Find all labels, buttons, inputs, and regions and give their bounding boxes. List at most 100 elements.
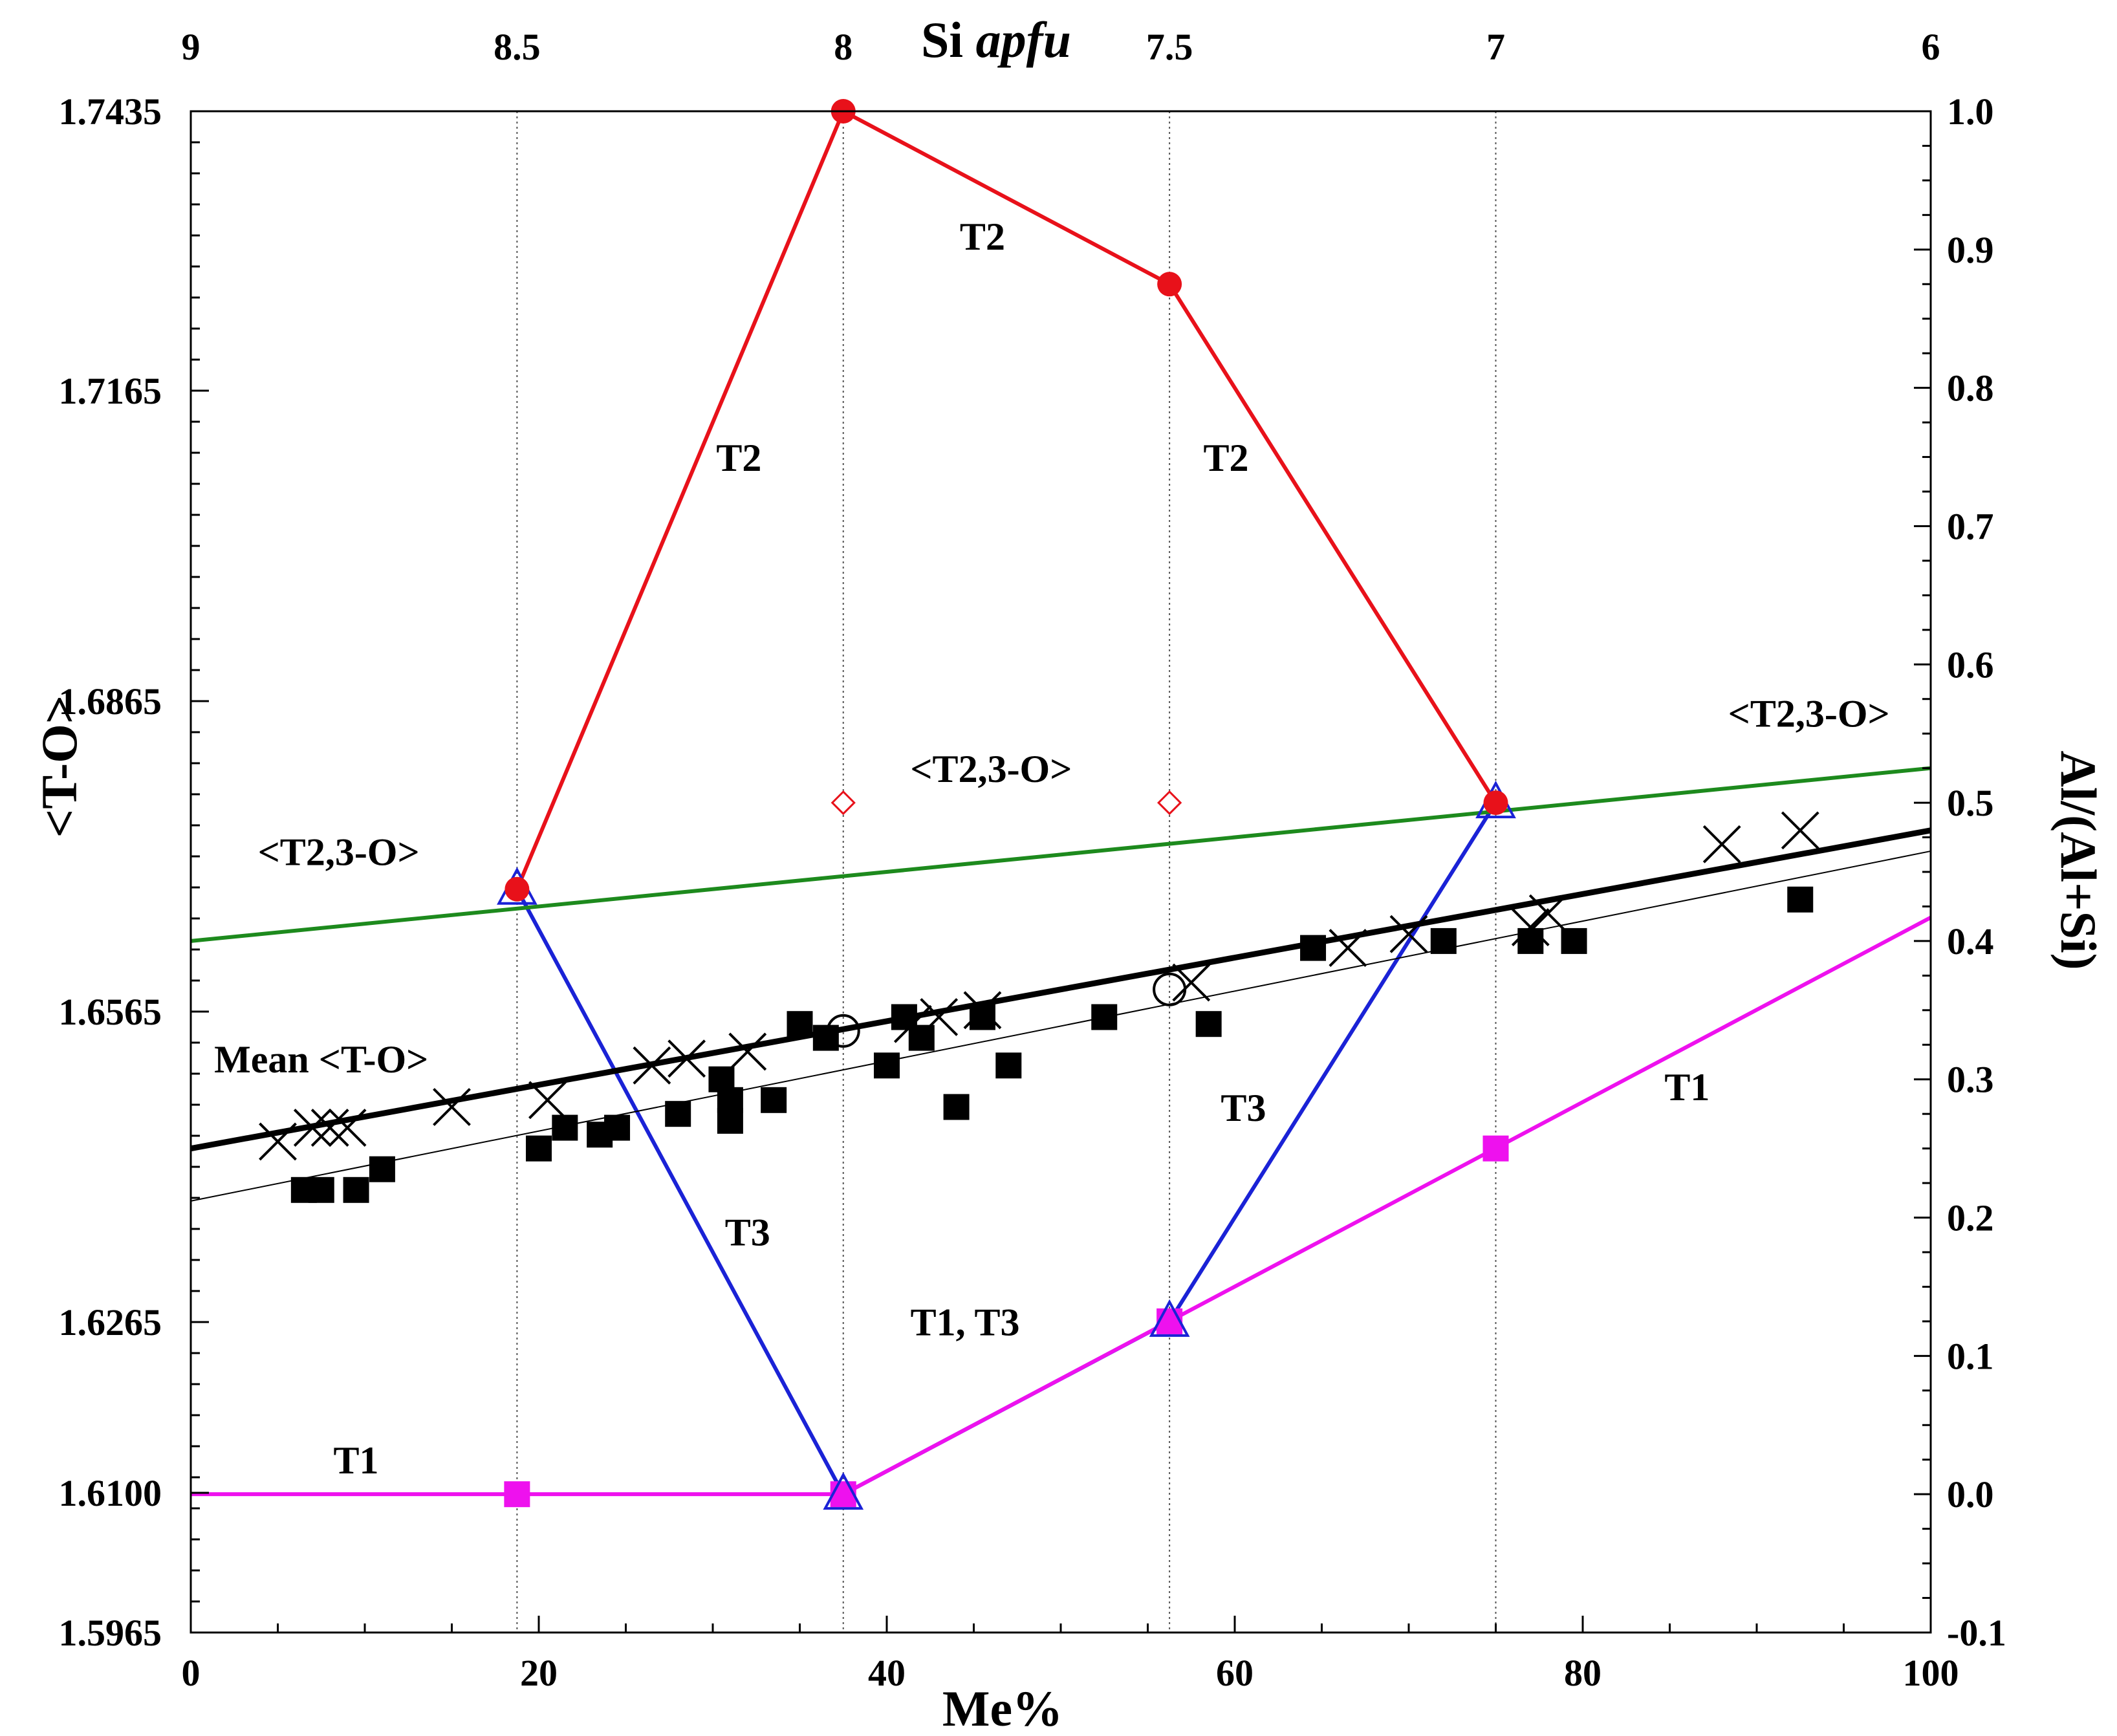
y-left-tick-label: 1.6865: [59, 680, 162, 722]
x-top-tick-label: 9: [182, 26, 201, 68]
data-point-cross: [1702, 825, 1741, 863]
annotation-label: T3: [725, 1211, 770, 1253]
data-point-square: [1300, 935, 1327, 961]
data-point-square: [969, 1004, 995, 1030]
data-point-square: [943, 1094, 970, 1120]
series-line-t3: [515, 801, 1498, 1497]
y-left-tick-label: 1.6100: [59, 1472, 162, 1514]
data-point-diamond: [831, 790, 856, 816]
data-point-square: [717, 1107, 743, 1134]
data-point-square: [908, 1025, 935, 1051]
data-point-cross: [893, 1004, 932, 1043]
annotation-label: T3: [1221, 1087, 1266, 1129]
x-tick-label: 100: [1903, 1652, 1959, 1694]
data-point-square: [1787, 886, 1814, 913]
data-point-square: [874, 1052, 900, 1079]
grid-layer: [516, 111, 1497, 1633]
top-axis-title: Si apfu: [921, 12, 1071, 68]
annotation-label: <T2,3-O>: [1728, 692, 1890, 735]
data-point-cross: [1389, 915, 1428, 953]
data-point-cross: [1172, 963, 1211, 1002]
data-point-square: [812, 1025, 839, 1051]
x-top-tick-label: 8: [834, 26, 852, 68]
y-left-tick-label: 1.6565: [59, 991, 162, 1033]
x-tick-label: 40: [868, 1652, 906, 1694]
annotation-label: <T2,3-O>: [910, 748, 1072, 790]
series-line-t1: [191, 915, 1932, 1497]
data-point-square: [995, 1052, 1022, 1079]
series-line-t2: [515, 109, 1498, 890]
annotation-label: T2: [716, 437, 761, 479]
data-point-cross: [668, 1039, 706, 1078]
annotation-label: T2: [1204, 437, 1249, 479]
top-axis-title-prefix: Si: [921, 12, 976, 68]
data-point-square: [1482, 1135, 1509, 1162]
annotation-label: T1: [334, 1439, 379, 1482]
annotation-label: T1: [1664, 1066, 1710, 1109]
series-line-thin-regression: [190, 850, 1931, 1202]
annotation-label: Mean <T-O>: [214, 1038, 428, 1081]
x-top-tick-label: 7.5: [1146, 26, 1193, 68]
data-point-square: [552, 1114, 578, 1141]
x-top-tick-label: 7: [1486, 26, 1505, 68]
data-point-square: [1195, 1011, 1222, 1037]
x-axis-title: Me%: [942, 1680, 1063, 1736]
y-right-axis-title: Al/(Al+Si): [2050, 750, 2107, 970]
plot-frame: [190, 110, 1932, 1634]
frame-layer: 0 20 40 60 80 100 9 8.5 8 7.5 7 6 1.7435 1.7165 1.6865…: [59, 26, 2006, 1694]
data-point-cross: [259, 1122, 297, 1161]
data-point-square: [1561, 928, 1587, 954]
annotation-label: <T2,3-O>: [258, 830, 420, 873]
x-top-tick-label: 6: [1922, 26, 1940, 68]
y-left-tick-label: 1.5965: [59, 1612, 162, 1654]
data-point-cross: [728, 1032, 767, 1071]
data-point-cross: [528, 1081, 567, 1120]
marker-layer: [259, 99, 1819, 1510]
y-right-tick-label: 0.5: [1947, 782, 1994, 824]
y-right-tick-label: 0.8: [1947, 367, 1994, 409]
data-point-square: [526, 1135, 552, 1162]
data-point-square: [761, 1087, 787, 1113]
data-point-square: [1091, 1004, 1118, 1030]
data-point-diamond: [1157, 790, 1182, 816]
data-point-open-circle: [1153, 972, 1187, 1006]
y-right-tick-label: 0.0: [1947, 1473, 1994, 1515]
x-tick-label: 0: [182, 1652, 201, 1694]
y-left-tick-label: 1.6265: [59, 1301, 162, 1343]
data-point-cross: [328, 1109, 367, 1147]
data-point-square: [504, 1481, 530, 1508]
data-point-cross: [920, 998, 959, 1036]
data-point-cross: [293, 1109, 332, 1147]
data-point-square: [1430, 928, 1457, 954]
data-point-square: [1517, 928, 1544, 954]
y-right-tick-label: -0.1: [1947, 1612, 2006, 1654]
y-right-tick-label: 0.7: [1947, 505, 1994, 547]
data-point-cross: [633, 1046, 671, 1085]
series-line-t2-3-o: [190, 766, 1931, 943]
annotation-label: T2: [960, 215, 1005, 258]
data-point-open-circle: [826, 1014, 860, 1048]
data-point-circle: [505, 876, 530, 902]
top-axis-title-italic: apfu: [976, 12, 1071, 68]
data-point-triangle: [1149, 1299, 1190, 1337]
data-point-square: [343, 1177, 369, 1203]
x-tick-label: 20: [520, 1652, 558, 1694]
data-point-square: [604, 1114, 631, 1141]
annotation-label: T1, T3: [911, 1301, 1020, 1343]
data-point-square: [1156, 1308, 1183, 1334]
data-point-cross: [310, 1109, 349, 1147]
x-tick-label: 80: [1564, 1652, 1601, 1694]
y-right-tick-label: 0.9: [1947, 229, 1994, 271]
data-point-cross: [963, 991, 1002, 1030]
y-right-tick-label: 0.4: [1947, 920, 1994, 962]
y-left-axis-title: <T-O>: [31, 695, 87, 838]
data-point-square: [369, 1156, 395, 1182]
data-point-triangle: [823, 1471, 864, 1510]
y-right-tick-label: 0.1: [1947, 1335, 1994, 1377]
y-right-tick-label: 0.3: [1947, 1059, 1994, 1101]
x-tick-label: 60: [1216, 1652, 1254, 1694]
series-layer: [190, 109, 1932, 1497]
y-right-tick-label: 0.2: [1947, 1197, 1994, 1239]
x-top-tick-label: 8.5: [494, 26, 541, 68]
